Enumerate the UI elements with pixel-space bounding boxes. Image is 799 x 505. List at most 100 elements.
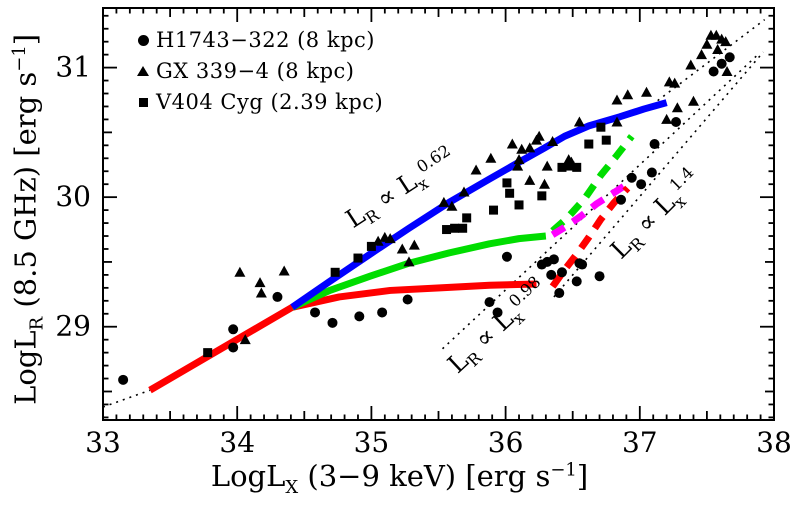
data-point-triangle <box>669 77 681 88</box>
data-point-square <box>203 348 213 358</box>
legend-item-gx339: GX 339−4 (8 kpc) <box>130 59 383 83</box>
data-point-triangle <box>611 116 623 127</box>
data-point-triangle <box>712 43 724 54</box>
data-point-triangle <box>696 49 708 60</box>
data-point-triangle <box>541 160 553 171</box>
data-point-circle <box>594 271 605 282</box>
data-point-triangle <box>524 174 536 185</box>
data-point-square <box>557 162 567 172</box>
legend-item-h1743: H1743−322 (8 kpc) <box>130 28 383 52</box>
legend-item-v404: V404 Cyg (2.39 kpc) <box>130 90 383 114</box>
data-point-square <box>450 223 460 233</box>
data-point-circle <box>228 324 239 335</box>
data-point-square <box>584 139 594 149</box>
slope-098-line <box>441 54 759 350</box>
data-point-square <box>353 253 363 263</box>
slope-062-extension <box>646 19 766 110</box>
data-point-circle <box>577 259 588 270</box>
data-point-square <box>462 213 472 223</box>
data-point-circle <box>671 117 682 128</box>
track-green-solid <box>290 232 547 311</box>
data-point-triangle <box>524 142 536 153</box>
data-point-circle <box>636 179 647 190</box>
data-point-circle <box>310 307 321 318</box>
data-point-circle <box>118 374 129 385</box>
data-point-triangle <box>470 164 482 175</box>
data-point-circle <box>556 267 567 278</box>
legend-label: GX 339−4 (8 kpc) <box>156 59 355 83</box>
y-axis-title: LogLR (8.5 GHz) [erg s−1] <box>8 33 48 405</box>
data-point-triangle <box>641 86 653 97</box>
data-point-circle <box>554 288 565 299</box>
data-point-circle <box>724 52 735 63</box>
data-point-circle <box>571 276 582 287</box>
data-point-triangle <box>239 334 251 345</box>
data-point-triangle <box>661 113 673 124</box>
data-point-triangle <box>438 196 450 207</box>
data-point-triangle <box>255 287 267 298</box>
data-point-triangle <box>254 277 266 288</box>
data-point-circle <box>327 317 338 328</box>
data-point-triangle <box>533 130 545 141</box>
data-point-triangle <box>513 154 525 165</box>
data-point-triangle <box>506 138 518 149</box>
data-point-circle <box>484 297 495 308</box>
square-marker-icon <box>130 97 156 107</box>
circle-marker-icon <box>130 34 156 46</box>
data-point-circle <box>616 194 627 205</box>
data-point-circle <box>272 291 283 302</box>
data-point-triangle <box>701 38 713 49</box>
data-point-triangle <box>611 94 623 105</box>
data-point-square <box>330 267 340 277</box>
data-point-triangle <box>403 256 415 267</box>
data-point-square <box>572 162 582 172</box>
data-point-circle <box>649 139 660 150</box>
data-point-circle <box>716 58 727 69</box>
data-point-triangle <box>278 265 290 276</box>
legend-label: H1743−322 (8 kpc) <box>156 28 375 52</box>
data-point-circle <box>402 294 413 305</box>
data-point-triangle <box>721 65 733 76</box>
data-point-square <box>505 188 515 198</box>
data-point-square <box>489 205 499 215</box>
data-point-triangle <box>671 102 683 113</box>
data-point-circle <box>354 311 365 322</box>
data-point-circle <box>646 167 657 178</box>
track-red-dashed <box>549 185 631 289</box>
data-point-triangle <box>396 243 408 254</box>
x-tick-label: 35 <box>354 426 390 459</box>
track-green-dashed <box>550 134 635 234</box>
data-point-square <box>442 225 452 235</box>
data-point-square <box>601 135 611 145</box>
data-point-triangle <box>622 89 634 100</box>
data-point-circle <box>708 66 719 77</box>
data-point-triangle <box>485 152 497 163</box>
legend: H1743−322 (8 kpc) GX 339−4 (8 kpc) V404 … <box>130 28 383 114</box>
data-point-square <box>514 200 524 210</box>
x-tick-label: 36 <box>488 426 524 459</box>
red-track-extension <box>102 389 151 408</box>
data-point-square <box>596 122 606 132</box>
data-point-triangle <box>687 95 699 106</box>
data-point-triangle <box>547 135 559 146</box>
data-point-triangle <box>516 143 528 154</box>
data-point-triangle <box>408 239 420 250</box>
data-point-triangle <box>458 186 470 197</box>
data-point-triangle <box>234 266 246 277</box>
slope-14-line <box>553 51 764 298</box>
y-tick-label: 30 <box>55 180 91 213</box>
legend-label: V404 Cyg (2.39 kpc) <box>156 90 384 114</box>
x-axis-title: LogLX (3−9 keV) [erg s−1] <box>210 459 589 498</box>
data-point-square <box>537 191 547 201</box>
data-point-triangle <box>573 116 585 127</box>
x-tick-label: 38 <box>756 426 792 459</box>
y-tick-label: 29 <box>55 310 91 343</box>
data-point-circle <box>501 251 512 262</box>
x-tick-label: 34 <box>219 426 255 459</box>
data-point-triangle <box>720 36 732 47</box>
data-point-triangle <box>384 233 396 244</box>
track-magenta-dashed <box>550 179 631 238</box>
data-point-square <box>502 178 512 188</box>
